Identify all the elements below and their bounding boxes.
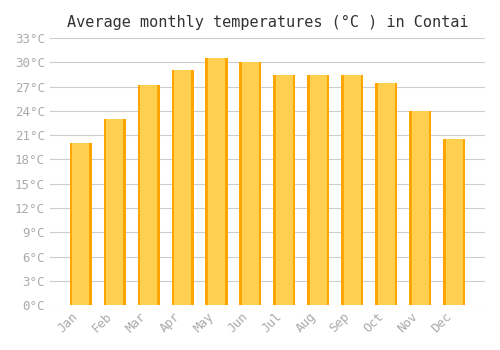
Bar bbox=[360, 75, 364, 305]
Bar bbox=[138, 85, 160, 305]
Bar bbox=[462, 139, 465, 305]
Bar bbox=[409, 111, 412, 305]
Bar bbox=[274, 75, 295, 305]
Bar bbox=[172, 70, 174, 305]
Bar bbox=[206, 58, 208, 305]
Bar bbox=[123, 119, 126, 305]
Bar bbox=[70, 143, 72, 305]
Bar bbox=[326, 75, 330, 305]
Bar bbox=[274, 75, 276, 305]
Bar bbox=[443, 139, 446, 305]
Bar bbox=[394, 83, 398, 305]
Bar bbox=[308, 75, 330, 305]
Bar bbox=[89, 143, 92, 305]
Bar bbox=[104, 119, 106, 305]
Bar bbox=[206, 58, 228, 305]
Bar bbox=[225, 58, 228, 305]
Bar bbox=[191, 70, 194, 305]
Bar bbox=[342, 75, 363, 305]
Bar bbox=[443, 139, 465, 305]
Bar bbox=[157, 85, 160, 305]
Bar bbox=[375, 83, 378, 305]
Bar bbox=[259, 62, 262, 305]
Bar bbox=[428, 111, 432, 305]
Bar bbox=[104, 119, 126, 305]
Bar bbox=[342, 75, 344, 305]
Bar bbox=[240, 62, 242, 305]
Bar bbox=[138, 85, 140, 305]
Bar bbox=[70, 143, 92, 305]
Bar bbox=[240, 62, 262, 305]
Bar bbox=[409, 111, 432, 305]
Bar bbox=[375, 83, 398, 305]
Bar bbox=[308, 75, 310, 305]
Bar bbox=[292, 75, 296, 305]
Bar bbox=[172, 70, 194, 305]
Title: Average monthly temperatures (°C ) in Contai: Average monthly temperatures (°C ) in Co… bbox=[66, 15, 468, 30]
